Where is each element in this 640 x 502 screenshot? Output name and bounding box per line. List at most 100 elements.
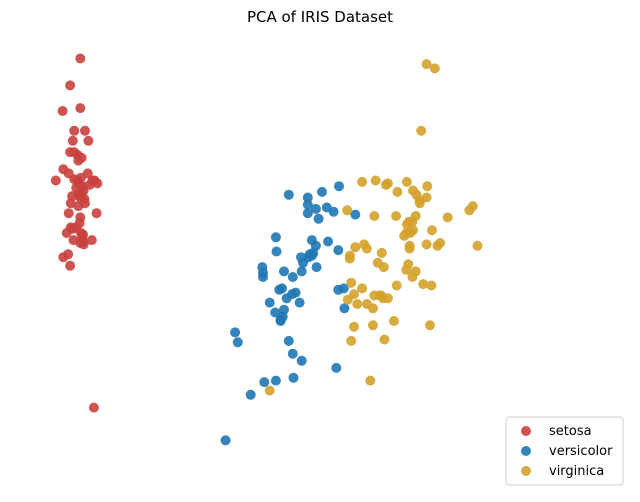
point-setosa-4 bbox=[69, 125, 80, 136]
point-setosa-16 bbox=[82, 168, 93, 179]
point-virginica-7 bbox=[422, 181, 433, 192]
point-setosa-51 bbox=[78, 236, 88, 247]
point-versicolor-44 bbox=[275, 316, 286, 326]
point-versicolor-33 bbox=[294, 297, 305, 308]
point-virginica-59 bbox=[368, 320, 378, 331]
point-versicolor-43 bbox=[339, 303, 350, 314]
series-setosa bbox=[50, 53, 103, 413]
point-virginica-42 bbox=[359, 239, 370, 250]
legend-marker-setosa bbox=[521, 426, 531, 436]
point-versicolor-30 bbox=[258, 272, 268, 282]
point-virginica-47 bbox=[407, 272, 418, 282]
point-virginica-58 bbox=[352, 299, 363, 309]
point-versicolor-53 bbox=[296, 355, 307, 366]
legend-label-virginica: virginica bbox=[549, 464, 604, 479]
point-versicolor-45 bbox=[283, 335, 294, 346]
point-virginica-49 bbox=[426, 280, 437, 291]
point-versicolor-14 bbox=[323, 236, 334, 247]
legend-label-versicolor: versicolor bbox=[549, 444, 613, 459]
point-versicolor-7 bbox=[302, 208, 313, 219]
point-setosa-55 bbox=[88, 402, 99, 413]
point-versicolor-37 bbox=[333, 284, 344, 295]
point-setosa-53 bbox=[58, 252, 69, 263]
point-virginica-12 bbox=[464, 205, 475, 216]
point-setosa-54 bbox=[65, 260, 76, 271]
point-setosa-1 bbox=[65, 80, 76, 91]
point-virginica-27 bbox=[427, 225, 437, 236]
point-virginica-20 bbox=[442, 212, 453, 223]
point-versicolor-5 bbox=[310, 203, 321, 214]
point-virginica-46 bbox=[401, 264, 412, 275]
point-versicolor-16 bbox=[271, 246, 282, 257]
point-setosa-35 bbox=[73, 201, 84, 212]
point-versicolor-15 bbox=[333, 245, 344, 256]
point-versicolor-0 bbox=[283, 189, 294, 200]
point-setosa-7 bbox=[67, 135, 78, 146]
point-versicolor-55 bbox=[220, 435, 231, 446]
legend: setosa versicolor virginica bbox=[505, 416, 624, 486]
point-versicolor-49 bbox=[331, 362, 342, 373]
point-versicolor-2 bbox=[317, 186, 327, 197]
point-versicolor-47 bbox=[232, 337, 243, 348]
point-versicolor-32 bbox=[264, 297, 275, 308]
legend-marker-versicolor bbox=[521, 446, 531, 456]
point-virginica-55 bbox=[357, 283, 368, 294]
point-virginica-19 bbox=[369, 211, 380, 221]
point-virginica-5 bbox=[392, 186, 403, 197]
point-versicolor-9 bbox=[350, 209, 361, 220]
point-versicolor-23 bbox=[303, 252, 314, 263]
legend-frame bbox=[505, 416, 624, 486]
point-setosa-6 bbox=[83, 135, 94, 146]
point-virginica-13 bbox=[357, 176, 368, 187]
point-versicolor-35 bbox=[270, 307, 281, 318]
point-versicolor-28 bbox=[287, 272, 298, 282]
point-setosa-18 bbox=[50, 175, 61, 186]
point-virginica-43 bbox=[350, 242, 361, 253]
point-versicolor-52 bbox=[288, 372, 299, 383]
point-virginica-60 bbox=[361, 299, 372, 309]
point-versicolor-48 bbox=[230, 327, 241, 338]
point-setosa-48 bbox=[86, 235, 97, 246]
point-versicolor-31 bbox=[277, 283, 287, 294]
series-versicolor bbox=[220, 181, 361, 446]
plot-area bbox=[50, 53, 483, 446]
point-virginica-31 bbox=[421, 239, 432, 250]
point-virginica-0 bbox=[421, 59, 432, 70]
point-versicolor-27 bbox=[279, 266, 289, 277]
point-virginica-67 bbox=[365, 375, 376, 386]
point-versicolor-54 bbox=[259, 377, 270, 388]
point-virginica-65 bbox=[346, 335, 357, 346]
point-virginica-1 bbox=[429, 63, 440, 74]
point-versicolor-19 bbox=[311, 262, 322, 273]
point-virginica-66 bbox=[425, 320, 435, 331]
point-virginica-2 bbox=[416, 125, 427, 136]
point-versicolor-39 bbox=[281, 293, 292, 304]
point-virginica-15 bbox=[401, 176, 412, 187]
point-virginica-56 bbox=[376, 290, 387, 301]
point-versicolor-46 bbox=[287, 348, 298, 359]
point-versicolor-4 bbox=[302, 199, 313, 210]
point-setosa-0 bbox=[75, 53, 86, 64]
point-virginica-63 bbox=[346, 277, 357, 288]
point-virginica-14 bbox=[382, 178, 393, 189]
point-virginica-28 bbox=[472, 240, 483, 251]
chart-title: PCA of IRIS Dataset bbox=[247, 8, 393, 26]
point-versicolor-24 bbox=[296, 266, 307, 277]
series-virginica bbox=[264, 59, 483, 396]
point-setosa-36 bbox=[63, 208, 74, 219]
point-setosa-3 bbox=[75, 103, 86, 114]
point-virginica-68 bbox=[264, 385, 275, 396]
point-versicolor-51 bbox=[245, 389, 256, 400]
point-virginica-3 bbox=[370, 175, 381, 186]
point-virginica-45 bbox=[344, 253, 355, 264]
point-virginica-70 bbox=[349, 321, 359, 332]
point-virginica-34 bbox=[404, 243, 415, 254]
point-setosa-5 bbox=[80, 125, 90, 136]
point-virginica-16 bbox=[414, 198, 425, 209]
legend-marker-virginica bbox=[521, 466, 531, 476]
point-virginica-21 bbox=[391, 211, 402, 221]
point-virginica-30 bbox=[405, 228, 416, 238]
point-setosa-43 bbox=[61, 228, 72, 238]
point-versicolor-50 bbox=[270, 375, 281, 386]
